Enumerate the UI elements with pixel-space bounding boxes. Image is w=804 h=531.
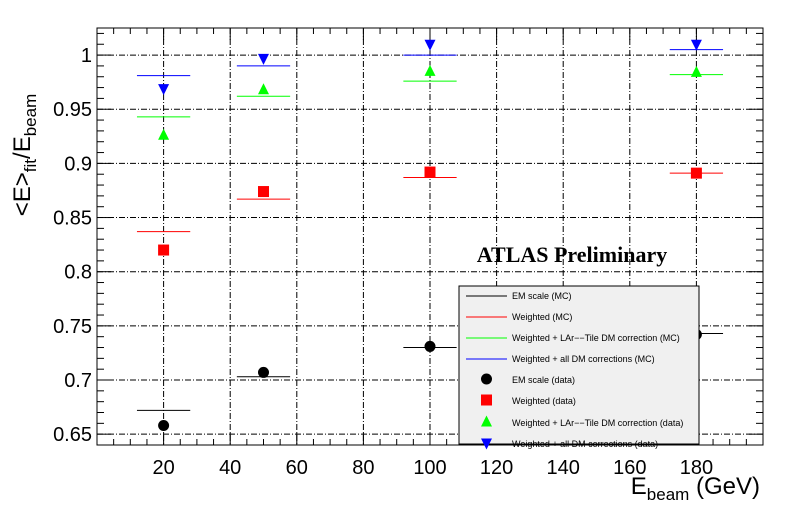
- x-axis-title-main: E: [631, 473, 647, 500]
- x-tick-label: 160: [613, 457, 646, 479]
- legend-label: Weighted (MC): [512, 312, 572, 322]
- data-point: [690, 39, 702, 51]
- legend-label: Weighted + all DM corrections (MC): [512, 354, 655, 364]
- x-tick-label: 20: [152, 457, 174, 479]
- data-point: [158, 420, 170, 432]
- x-tick-label: 40: [219, 457, 241, 479]
- y-tick-label: 0.75: [53, 316, 92, 338]
- grid: [97, 28, 763, 445]
- legend-marker: [481, 373, 492, 385]
- x-tick-label: 180: [680, 457, 713, 479]
- y-axis-title-sub1: fit: [21, 159, 40, 173]
- data-point: [258, 53, 269, 65]
- x-tick-label: 60: [286, 457, 308, 479]
- x-tick-label: 140: [547, 457, 580, 479]
- data-point: [424, 166, 436, 178]
- data-point: [258, 366, 269, 378]
- legend-label: EM scale (MC): [512, 291, 572, 301]
- y-axis-title-main: <E>: [9, 172, 36, 216]
- y-tick-label: 0.85: [53, 208, 92, 230]
- y-axis-title-sub2: beam: [21, 94, 40, 137]
- y-axis-title: <E>fit/Ebeam: [9, 94, 40, 217]
- data-point: [258, 83, 269, 95]
- data-point: [158, 84, 170, 96]
- x-tick-label: 100: [413, 457, 446, 479]
- legend-label: Weighted + all DM corrections (data): [512, 439, 658, 449]
- x-axis-title-sub: beam: [647, 485, 690, 504]
- x-axis-title-unit: (GeV): [689, 473, 760, 500]
- legend-label: Weighted (data): [512, 396, 576, 406]
- data-point: [258, 186, 269, 198]
- data-point: [158, 128, 170, 140]
- data-point: [158, 244, 170, 256]
- legend-box: [458, 285, 700, 445]
- y-tick-label: 1: [81, 45, 92, 67]
- y-tick-label: 0.8: [64, 262, 92, 284]
- data-point: [690, 65, 702, 77]
- y-tick-label: 0.65: [53, 424, 92, 446]
- atlas-preliminary-label: ATLAS Preliminary: [477, 242, 667, 267]
- legend-marker: [481, 394, 492, 406]
- legend-marker: [481, 438, 492, 450]
- legend-label: Weighted + LAr−−Tile DM correction (data…: [512, 418, 683, 428]
- axis-ticks: 20 40 60 80 100 120 140 160 180 0.65 0.7 0.75 0.8 0.8…: [53, 28, 763, 479]
- data-point: [690, 167, 702, 179]
- x-axis-title: Ebeam (GeV): [631, 473, 760, 504]
- y-tick-label: 0.9: [64, 153, 92, 175]
- y-axis-title-mid: /E: [9, 136, 36, 159]
- y-tick-label: 0.7: [64, 370, 92, 392]
- legend-label: EM scale (data): [512, 375, 575, 385]
- data-point: [424, 340, 436, 352]
- data-point: [424, 64, 436, 76]
- legend-marker: [481, 415, 492, 427]
- data-point: [424, 39, 436, 51]
- x-tick-label: 80: [352, 457, 374, 479]
- x-tick-label: 120: [480, 457, 513, 479]
- legend-label: Weighted + LAr−−Tile DM correction (MC): [512, 333, 680, 343]
- legend: EM scale (MC) Weighted (MC) Weighted + LAr…: [458, 285, 700, 450]
- y-tick-label: 0.95: [53, 99, 92, 121]
